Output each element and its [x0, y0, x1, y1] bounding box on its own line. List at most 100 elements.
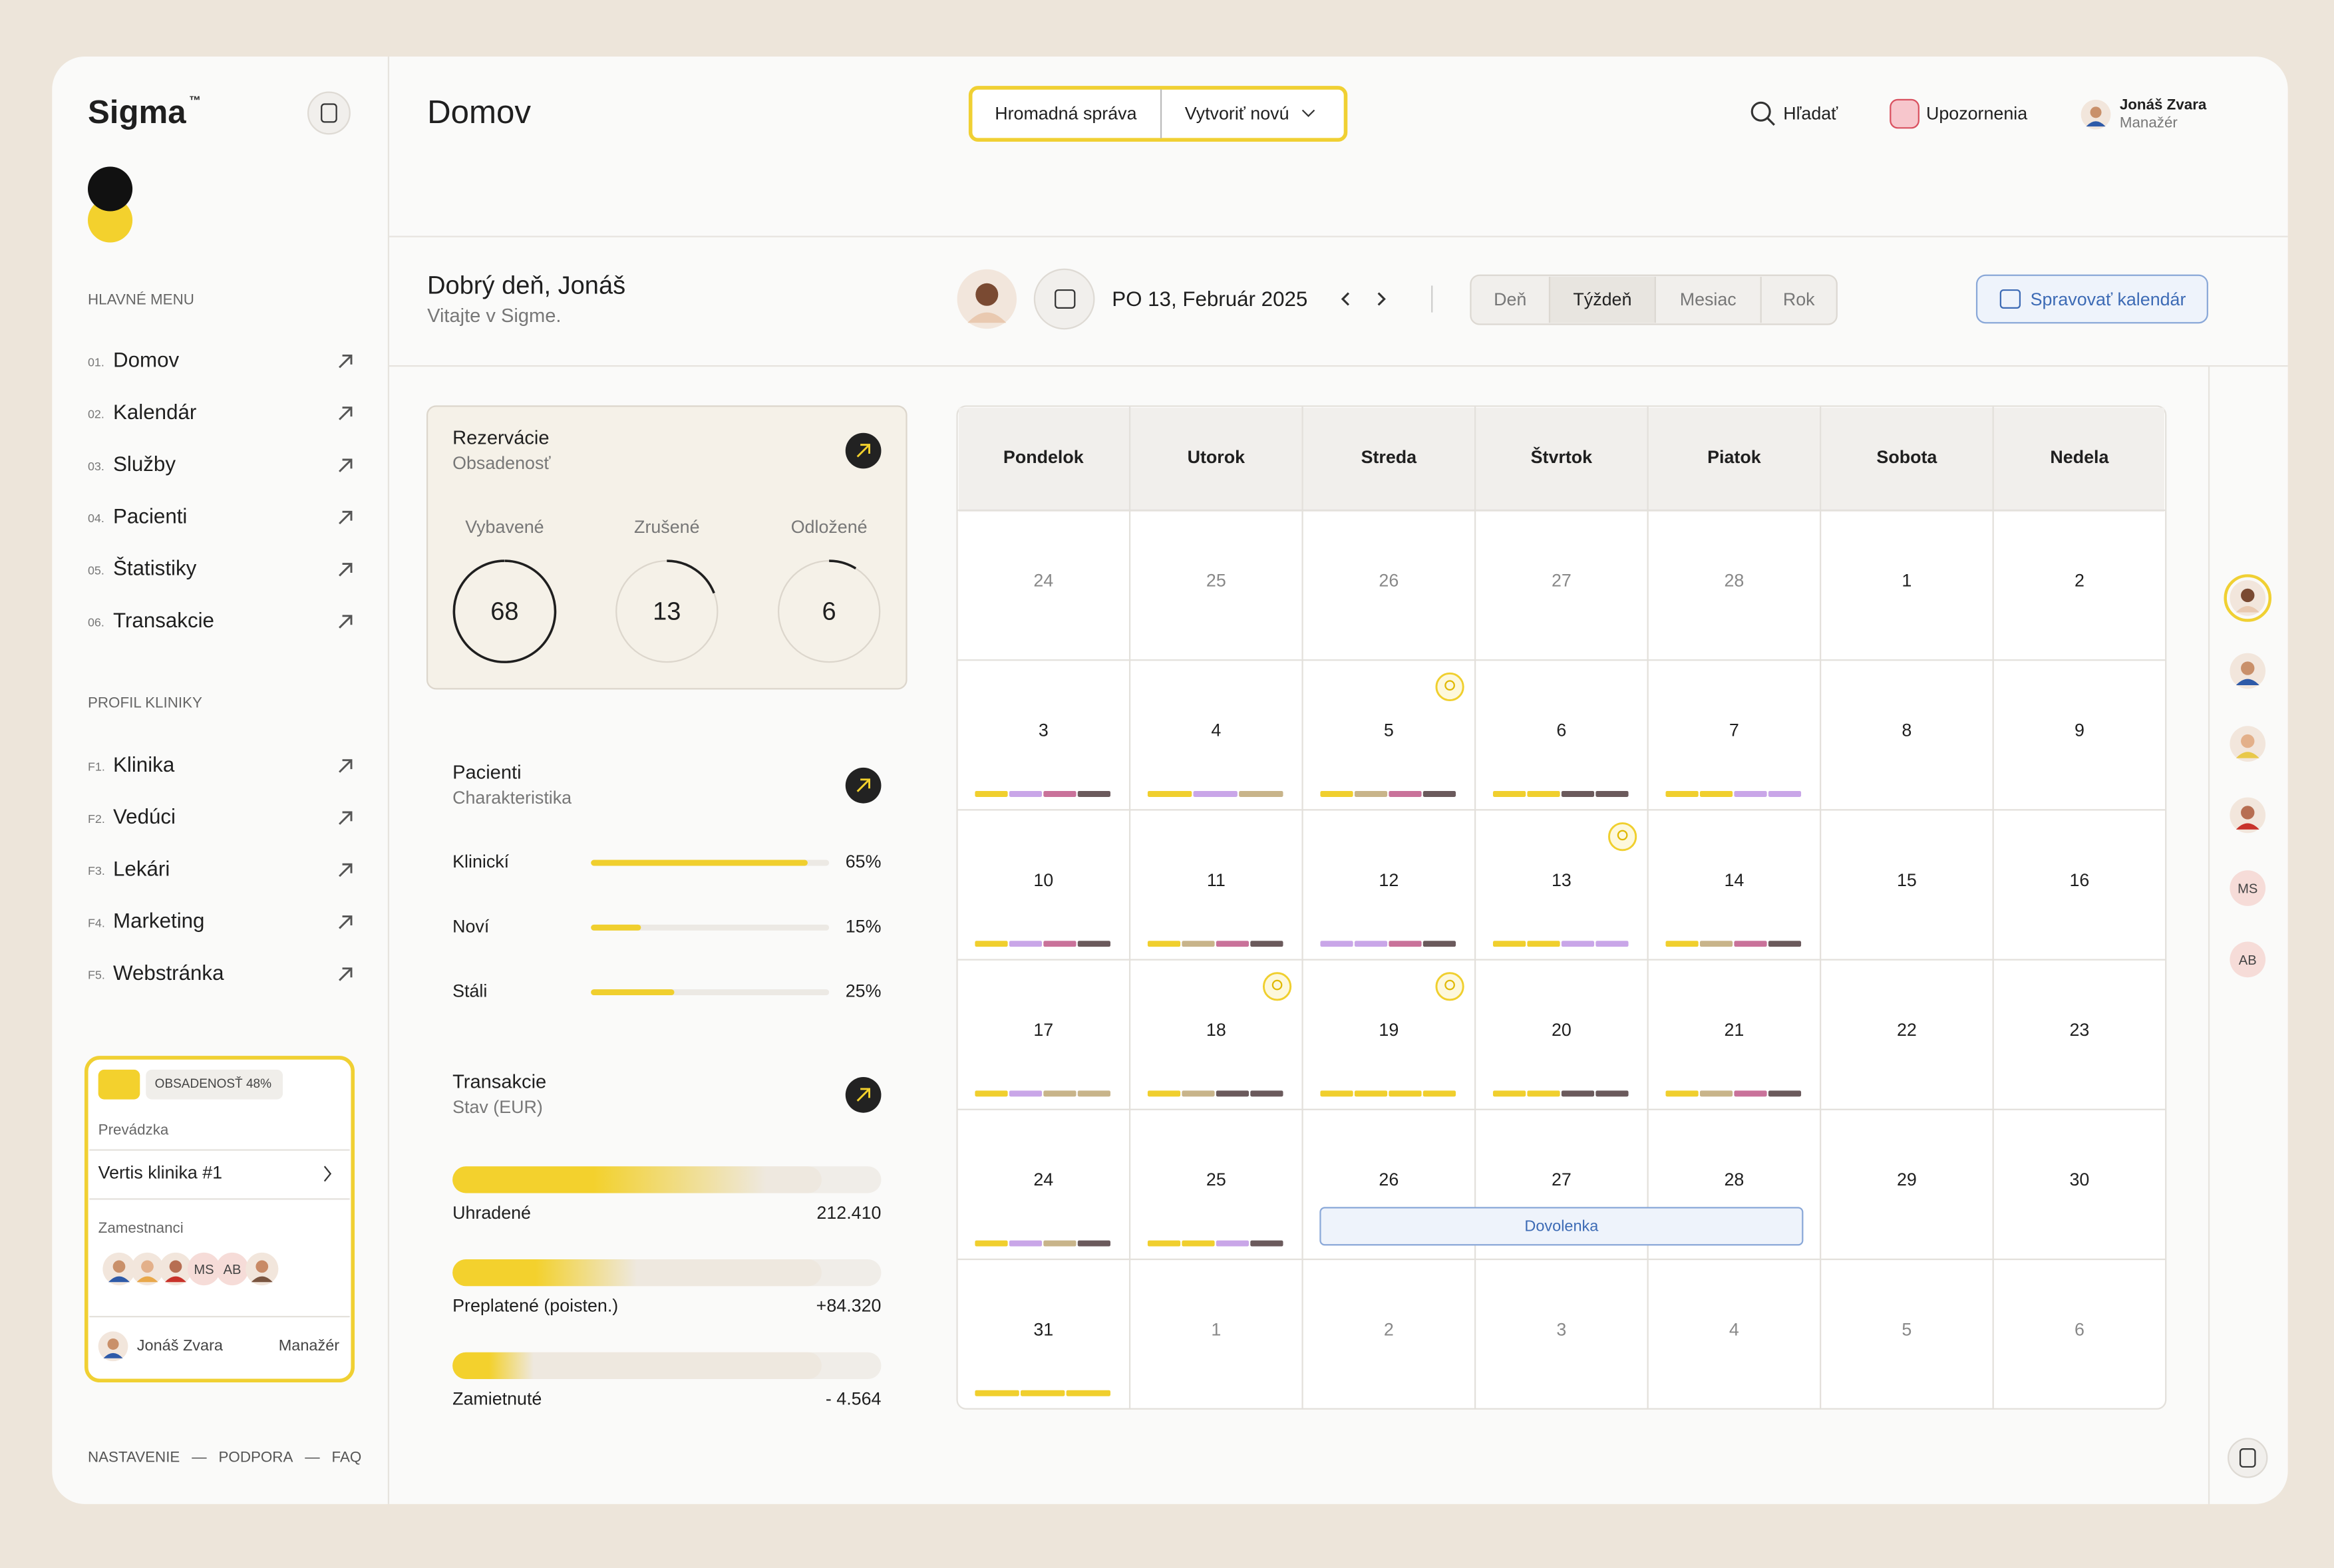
day-cell[interactable]: 22	[1897, 1020, 1917, 1040]
arrow-icon[interactable]	[856, 444, 871, 458]
menu-item[interactable]: Klinika	[113, 753, 175, 776]
menu-item[interactable]: Webstránka	[113, 961, 224, 985]
day-cell[interactable]: 27	[1552, 1170, 1572, 1189]
day-cell[interactable]: 3	[1039, 720, 1049, 740]
menu-item[interactable]: Služby	[113, 452, 176, 476]
manage-button[interactable]	[1975, 274, 2208, 324]
event-bar	[1320, 1090, 1353, 1097]
bar-value: 65%	[846, 852, 882, 871]
menu-item[interactable]: Štatistiky	[113, 557, 197, 580]
day-cell[interactable]: 14	[1724, 870, 1744, 890]
arrow-icon[interactable]	[339, 355, 353, 369]
card-subtitle: Obsadenosť	[452, 453, 551, 473]
arrow-icon[interactable]	[856, 778, 871, 792]
arrow-icon[interactable]	[339, 915, 353, 929]
action-button[interactable]: Hromadná správa	[995, 103, 1136, 123]
notifications-button[interactable]: Upozornenia	[1926, 103, 2027, 123]
event[interactable]	[1319, 1207, 1804, 1246]
day-cell[interactable]: 6	[1556, 720, 1566, 740]
day-cell[interactable]: 18	[1206, 1020, 1226, 1040]
menu-item[interactable]: Lekári	[113, 857, 170, 880]
arrow-icon[interactable]	[339, 967, 353, 981]
footer-link[interactable]: PODPORA	[219, 1448, 293, 1465]
day-cell[interactable]: 11	[1207, 870, 1226, 890]
arrow-icon[interactable]	[339, 863, 353, 877]
prev-button[interactable]	[1341, 292, 1350, 306]
weekday: Piatok	[1707, 447, 1761, 467]
day-cell[interactable]: 20	[1552, 1020, 1572, 1040]
menu-item[interactable]: Marketing	[113, 909, 204, 933]
day-cell[interactable]: 24	[1033, 570, 1053, 590]
arrow-icon[interactable]	[339, 563, 353, 577]
day-cell[interactable]: 25	[1206, 1170, 1226, 1189]
day-cell[interactable]: 15	[1897, 870, 1917, 890]
event-bar	[1699, 791, 1733, 797]
menu-item[interactable]: Pacienti	[113, 504, 187, 528]
arrow-icon[interactable]	[856, 1088, 871, 1102]
view-tab[interactable]: Mesiac	[1680, 289, 1737, 309]
search-button[interactable]: Hľadať	[1783, 103, 1838, 123]
clinic-select[interactable]: Vertis klinika #1	[98, 1162, 222, 1182]
sidebar-toggle[interactable]	[307, 91, 351, 135]
day-cell[interactable]: 29	[1897, 1170, 1917, 1189]
action-button[interactable]: Vytvoriť novú	[1185, 103, 1289, 123]
arrow-icon[interactable]	[339, 406, 353, 420]
arrow-icon[interactable]	[339, 811, 353, 825]
avatar	[2230, 941, 2266, 978]
day-cell[interactable]: 6	[2075, 1319, 2084, 1339]
view-tab[interactable]: Deň	[1494, 289, 1526, 309]
day-cell[interactable]: 16	[2070, 870, 2090, 890]
day-cell[interactable]: 26	[1379, 570, 1399, 590]
day-cell[interactable]: 17	[1033, 1020, 1053, 1040]
footer-link[interactable]: FAQ	[332, 1448, 362, 1465]
day-cell[interactable]: 3	[1556, 1319, 1566, 1339]
day-cell[interactable]: 9	[2075, 720, 2084, 740]
event-bar	[975, 791, 1008, 797]
day-cell[interactable]: 24	[1033, 1170, 1053, 1189]
day-cell[interactable]: 10	[1033, 870, 1053, 890]
day-cell[interactable]: 28	[1724, 1170, 1744, 1189]
menu-item[interactable]: Vedúci	[113, 805, 176, 828]
day-cell[interactable]: 26	[1379, 1170, 1399, 1189]
transaction-amount: - 4.564	[826, 1388, 882, 1408]
day-cell[interactable]: 1	[1902, 570, 1912, 590]
menu-item[interactable]: Domov	[113, 349, 180, 372]
menu-item[interactable]: Kalendár	[113, 400, 196, 424]
arrow-icon[interactable]	[339, 759, 353, 773]
day-cell[interactable]: 4	[1211, 720, 1221, 740]
day-cell[interactable]: 8	[1902, 720, 1912, 740]
day-cell[interactable]: 28	[1724, 570, 1744, 590]
day-cell[interactable]: 5	[1384, 720, 1394, 740]
day-cell[interactable]: 4	[1729, 1319, 1739, 1339]
view-tab[interactable]: Týždeň	[1573, 289, 1631, 309]
day-cell[interactable]: 12	[1379, 870, 1399, 890]
menu-item[interactable]: Transakcie	[113, 609, 214, 632]
day-cell[interactable]: 31	[1033, 1319, 1053, 1339]
arrow-icon[interactable]	[339, 615, 353, 629]
day-cell[interactable]: 21	[1724, 1020, 1744, 1040]
day-cell[interactable]: 23	[2070, 1020, 2090, 1040]
next-button[interactable]	[1377, 292, 1386, 306]
calendar-button[interactable]	[1033, 268, 1095, 330]
day-cell[interactable]: 19	[1379, 1020, 1399, 1040]
day-cell[interactable]: 2	[1384, 1319, 1394, 1339]
day-cell[interactable]: 2	[2075, 570, 2084, 590]
stat-value: 68	[490, 597, 518, 625]
day-cell[interactable]: 5	[1902, 1319, 1912, 1339]
day-cell[interactable]: 1	[1211, 1319, 1221, 1339]
day-cell[interactable]: 27	[1552, 570, 1572, 590]
footer-link[interactable]: NASTAVENIE	[88, 1448, 180, 1465]
day-cell[interactable]: 7	[1729, 720, 1739, 740]
event-bar	[1182, 1090, 1215, 1097]
panel-toggle[interactable]	[2228, 1438, 2268, 1478]
view-tab[interactable]: Rok	[1783, 289, 1815, 309]
transaction-label: Zamietnuté	[452, 1388, 542, 1408]
day-cell[interactable]: 25	[1206, 570, 1226, 590]
arrow-icon[interactable]	[339, 510, 353, 525]
alert-icon	[1262, 972, 1292, 1001]
field-label: Prevádzka	[98, 1121, 169, 1138]
day-cell[interactable]: 30	[2070, 1170, 2090, 1189]
arrow-icon[interactable]	[339, 458, 353, 472]
day-cell[interactable]: 13	[1552, 870, 1572, 890]
